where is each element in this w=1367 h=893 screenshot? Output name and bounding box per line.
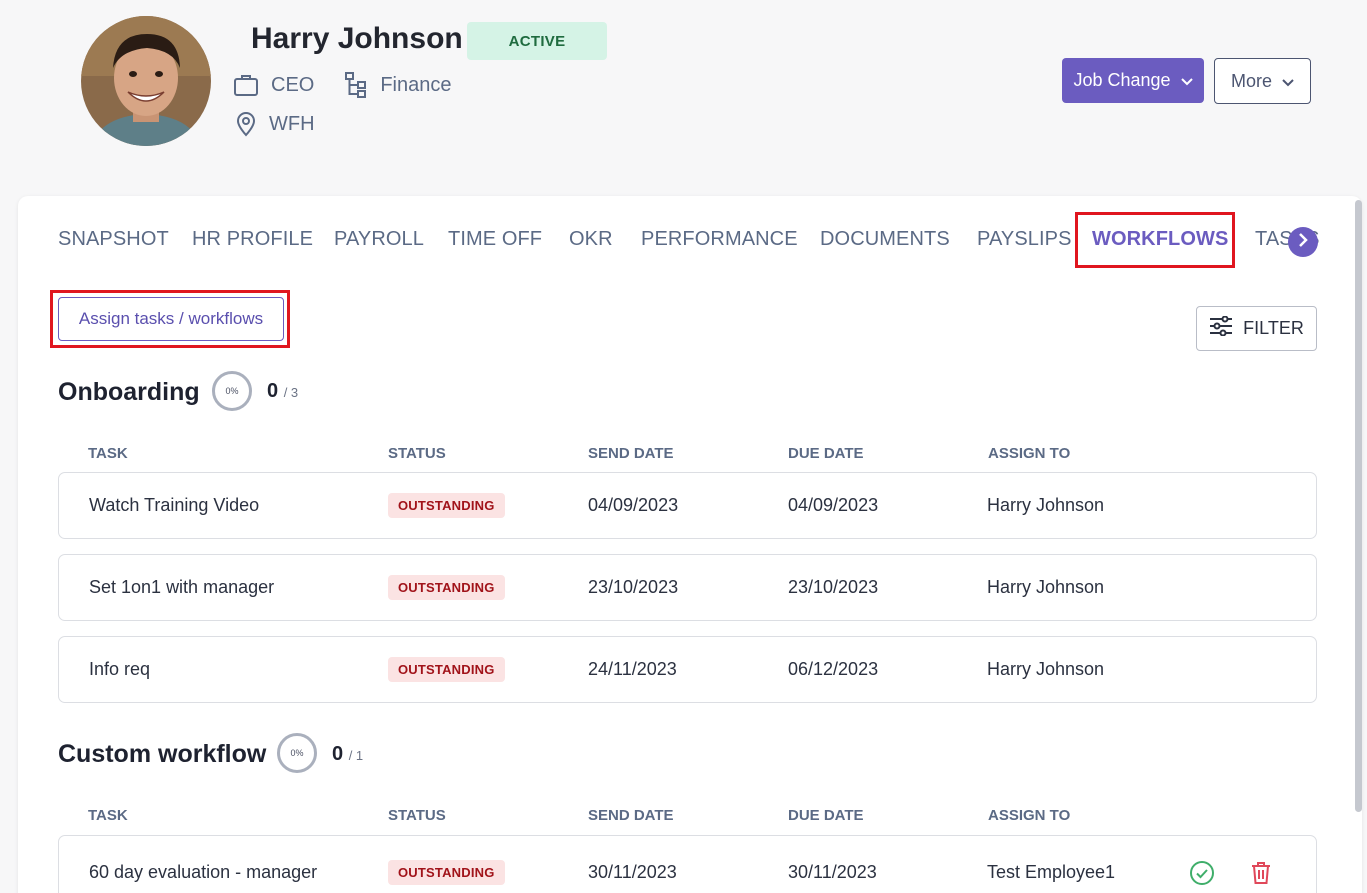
assignee: Test Employee1 [987, 862, 1116, 882]
task-name: Watch Training Video [89, 495, 260, 515]
task-name: 60 day evaluation - manager [89, 862, 318, 882]
task-total-count: / 1 [348, 748, 364, 763]
status-pill: OUTSTANDING [388, 657, 505, 682]
filter-button[interactable]: FILTER [1196, 306, 1317, 351]
avatar [81, 16, 211, 146]
task-done-count: 0 [332, 743, 344, 765]
task-count: 0 / 1 [332, 743, 363, 766]
location-pin-icon [235, 111, 257, 137]
task-name: Info req [89, 659, 151, 679]
col-task: TASK [88, 445, 128, 462]
tab-time-off[interactable]: TIME OFF [448, 227, 543, 250]
task-name: Set 1on1 with manager [89, 577, 275, 597]
more-button[interactable]: More [1214, 58, 1311, 104]
tab-performance[interactable]: PERFORMANCE [641, 227, 798, 250]
tab-snapshot[interactable]: SNAPSHOT [58, 227, 169, 250]
assign-tasks-button[interactable]: Assign tasks / workflows [58, 297, 284, 341]
send-date: 24/11/2023 [588, 659, 677, 679]
send-date: 04/09/2023 [588, 495, 679, 515]
chevron-down-icon [1180, 70, 1193, 91]
job-change-button[interactable]: Job Change [1062, 58, 1204, 103]
col-assign-to: ASSIGN TO [988, 445, 1071, 462]
due-date: 23/10/2023 [788, 577, 879, 597]
col-status: STATUS [388, 445, 446, 462]
task-total-count: / 3 [283, 385, 299, 400]
assignee: Harry Johnson [987, 495, 1105, 515]
chevron-down-icon [1282, 71, 1294, 92]
employee-name: Harry Johnson [251, 22, 463, 55]
status-pill: OUTSTANDING [388, 493, 505, 518]
table-row[interactable]: Watch Training Video OUTSTANDING 04/09/2… [58, 472, 1317, 539]
col-assign-to: ASSIGN TO [988, 807, 1071, 824]
col-due-date: DUE DATE [788, 445, 864, 462]
assignee: Harry Johnson [987, 659, 1105, 679]
employee-meta-row: CEO Finance [233, 71, 452, 99]
col-task: TASK [88, 807, 128, 824]
table-row[interactable]: Set 1on1 with manager OUTSTANDING 23/10/… [58, 554, 1317, 621]
tab-payslips[interactable]: PAYSLIPS [977, 227, 1072, 250]
more-label: More [1230, 70, 1272, 91]
tab-payroll[interactable]: PAYROLL [334, 227, 424, 250]
col-send-date: SEND DATE [588, 807, 674, 824]
send-date: 23/10/2023 [588, 577, 679, 597]
send-date: 30/11/2023 [588, 862, 677, 882]
table-header: TASK STATUS SEND DATE DUE DATE ASSIGN TO [88, 807, 1288, 827]
job-change-label: Job Change [1073, 70, 1171, 90]
check-circle-icon[interactable] [1189, 840, 1215, 893]
progress-ring: 0% [212, 371, 252, 411]
due-date: 06/12/2023 [788, 659, 879, 679]
chevron-right-icon [1298, 232, 1308, 252]
assignee: Harry Johnson [987, 577, 1105, 597]
table-row[interactable]: Info req OUTSTANDING 24/11/2023 06/12/20… [58, 636, 1317, 703]
tab-okr[interactable]: OKR [569, 227, 613, 250]
task-count: 0 / 3 [267, 380, 298, 403]
due-date: 30/11/2023 [788, 862, 877, 882]
employee-title: CEO [271, 73, 315, 96]
trash-icon[interactable] [1251, 840, 1271, 893]
tabs-scroll-right-button[interactable] [1288, 227, 1318, 257]
due-date: 04/09/2023 [788, 495, 879, 515]
workflow-title: Onboarding [58, 378, 200, 406]
filter-label: FILTER [1243, 318, 1304, 338]
col-status: STATUS [388, 807, 446, 824]
assign-button-highlight [50, 290, 290, 348]
org-chart-icon [344, 71, 368, 99]
workflows-tab-highlight [1075, 212, 1235, 268]
status-badge: ACTIVE [467, 22, 607, 60]
table-header: TASK STATUS SEND DATE DUE DATE ASSIGN TO [88, 445, 1288, 465]
employee-location: WFH [269, 112, 315, 135]
col-send-date: SEND DATE [588, 445, 674, 462]
task-done-count: 0 [267, 380, 279, 402]
status-pill: OUTSTANDING [388, 860, 505, 885]
col-due-date: DUE DATE [788, 807, 864, 824]
status-pill: OUTSTANDING [388, 575, 505, 600]
table-row[interactable]: 60 day evaluation - manager OUTSTANDING … [58, 835, 1317, 893]
tab-workflows[interactable]: WORKFLOWS [1092, 227, 1229, 250]
employee-location-row: WFH [235, 111, 315, 137]
workflow-title: Custom workflow [58, 740, 267, 768]
tab-documents[interactable]: DOCUMENTS [820, 227, 950, 250]
sliders-icon [1209, 315, 1233, 341]
progress-ring: 0% [277, 733, 317, 773]
employee-department: Finance [380, 73, 452, 96]
scrollbar[interactable] [1355, 200, 1362, 812]
briefcase-icon [233, 73, 259, 97]
tab-hr-profile[interactable]: HR PROFILE [192, 227, 314, 250]
